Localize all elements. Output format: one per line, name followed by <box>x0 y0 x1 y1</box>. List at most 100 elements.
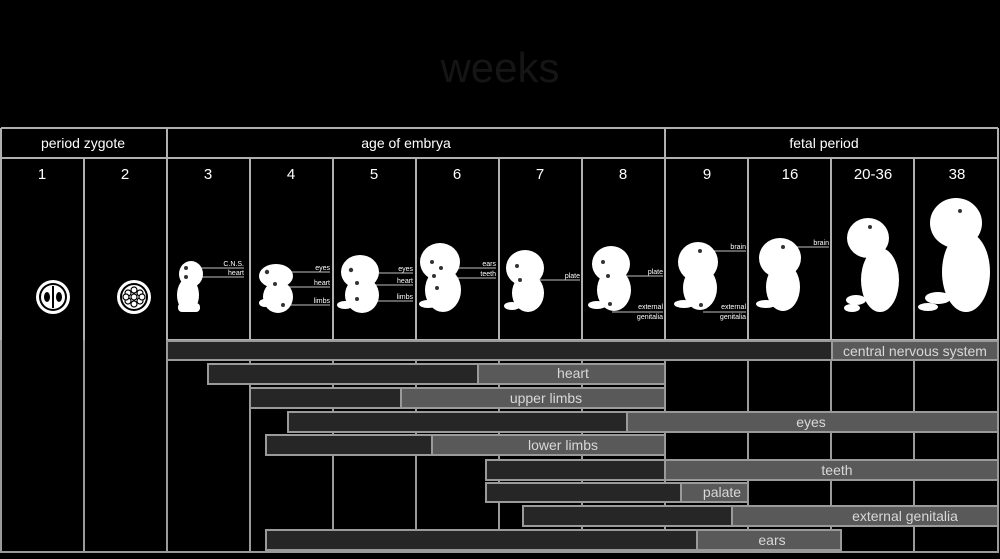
development-bars <box>166 340 999 551</box>
week-label: 38 <box>949 166 966 183</box>
callouts-week-4 <box>269 271 330 306</box>
annotation-label: heart <box>397 278 413 285</box>
bar-dark-eyes <box>287 411 628 433</box>
bar-dark-cns <box>166 340 833 361</box>
embryo-week-5-markers <box>348 267 359 301</box>
period-label-embryo: age of embrya <box>361 135 451 151</box>
bar-light-cns <box>831 340 999 361</box>
bar-light-teeth <box>664 459 999 481</box>
embryo-week-6-markers <box>430 260 443 290</box>
week-label: 2 <box>121 166 129 183</box>
week-label: 16 <box>782 166 799 183</box>
annotation-label: brain <box>813 240 829 247</box>
bar-light-ears <box>696 529 842 551</box>
annotation-label: external <box>721 304 746 311</box>
annotation-label: external <box>638 304 663 311</box>
bar-light-heart <box>477 363 666 385</box>
fetus-week-38-marker <box>958 209 962 213</box>
callouts-week-3 <box>188 267 244 278</box>
fetus-week-9-markers <box>698 249 703 307</box>
morula-illustration <box>117 280 151 314</box>
fetus-week-16 <box>756 238 801 311</box>
embryo-week-5 <box>337 255 379 313</box>
bar-label-eyes: eyes <box>796 414 826 430</box>
bar-dark-lower-limbs <box>265 434 433 456</box>
annotations-week-9: brain external genitalia <box>720 244 747 321</box>
fetus-week-16-markers <box>781 245 785 249</box>
bar-light-palate <box>680 482 749 503</box>
week-label: 7 <box>536 166 544 183</box>
bar-dark-external-genitalia <box>522 505 733 527</box>
annotations-week-7: plate <box>565 273 580 280</box>
fetus-week-20-36 <box>844 218 899 312</box>
fetus-week-9 <box>674 242 718 310</box>
bar-label-heart: heart <box>557 365 589 381</box>
zygote-illustration <box>36 280 70 314</box>
annotation-label: limbs <box>314 298 331 305</box>
bar-dark-upper-limbs <box>249 387 402 409</box>
week-label: 1 <box>38 166 46 183</box>
annotation-label: C.N.S. <box>223 261 244 268</box>
annotation-label: limbs <box>397 294 414 301</box>
annotation-label: plate <box>565 273 580 280</box>
week-label: 3 <box>204 166 212 183</box>
annotation-label: brain <box>730 244 746 251</box>
annotations-week-16: brain <box>813 240 829 247</box>
bar-dark-palate <box>485 482 682 503</box>
bar-label-palate: palate <box>703 484 741 500</box>
bar-label-external-genitalia: external genitalia <box>852 508 958 524</box>
bar-dark-ears <box>265 529 698 551</box>
annotation-label: eyes <box>398 266 413 273</box>
annotations-week-6: ears teeth <box>480 261 496 278</box>
week-label: 20-36 <box>854 166 892 183</box>
annotation-label: genitalia <box>720 314 746 321</box>
callouts-week-8 <box>610 275 663 313</box>
fetus-week-20-36-marker <box>868 225 872 229</box>
annotations-week-8: plate external genitalia <box>637 269 664 321</box>
annotation-label: genitalia <box>637 314 663 321</box>
week-label: 8 <box>619 166 627 183</box>
bar-label-cns: central nervous system <box>843 343 987 359</box>
callouts-week-6 <box>436 267 496 279</box>
annotation-label: heart <box>228 270 244 277</box>
annotation-label: eyes <box>315 265 330 272</box>
bar-light-upper-limbs <box>400 387 666 409</box>
bar-light-external-genitalia <box>731 505 999 527</box>
week-label: 9 <box>703 166 711 183</box>
embryo-week-8-markers <box>601 260 612 306</box>
annotations-week-3: C.N.S. heart <box>223 261 244 277</box>
bar-label-lower-limbs: lower limbs <box>528 437 598 453</box>
week-labels: 1 2 3 4 5 6 7 8 9 16 20-36 38 <box>38 166 966 183</box>
week-label: 5 <box>370 166 378 183</box>
annotations-week-4: eyes heart limbs <box>314 265 331 305</box>
bar-label-teeth: teeth <box>821 462 852 478</box>
embryo-week-8 <box>588 246 631 311</box>
bar-labels: central nervous system heart upper limbs… <box>510 343 987 548</box>
bar-dark-teeth <box>485 459 666 481</box>
embryo-week-4-markers <box>264 269 285 307</box>
period-label-fetal: fetal period <box>789 135 858 151</box>
callouts-week-9 <box>702 250 746 313</box>
annotations-week-5: eyes heart limbs <box>397 266 414 301</box>
annotation-label: heart <box>314 280 330 287</box>
diagram-title: weeks <box>439 44 559 91</box>
annotation-label: ears <box>482 261 496 268</box>
annotation-label: teeth <box>480 271 496 278</box>
period-label-zygote: period zygote <box>41 135 125 151</box>
embryo-week-3-markers <box>184 266 188 279</box>
bar-label-upper-limbs: upper limbs <box>510 390 582 406</box>
embryo-week-6 <box>419 243 461 312</box>
bar-dark-heart <box>207 363 479 385</box>
week-label: 4 <box>287 166 295 183</box>
embryo-week-7-markers <box>515 264 522 282</box>
bar-light-lower-limbs <box>431 434 666 456</box>
bar-label-ears: ears <box>758 532 785 548</box>
week-label: 6 <box>453 166 461 183</box>
callouts-week-5 <box>353 272 413 302</box>
annotation-label: plate <box>648 269 663 276</box>
embryo-week-7 <box>504 250 544 312</box>
fetus-week-38 <box>918 198 990 312</box>
bar-light-eyes <box>626 411 999 433</box>
